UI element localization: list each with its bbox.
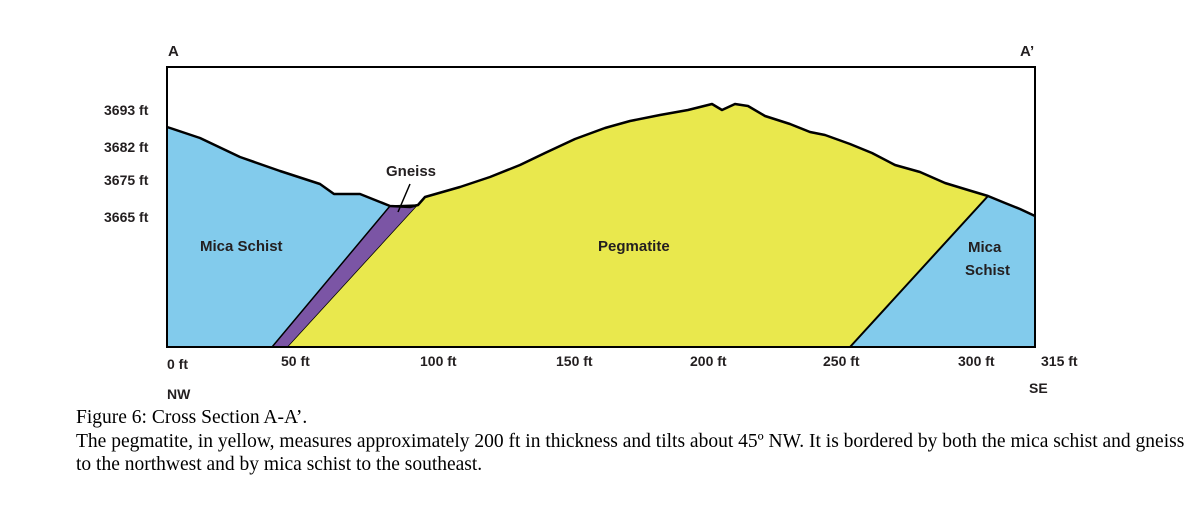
mica-schist-left-label: Mica Schist — [200, 238, 283, 255]
pegmatite-label: Pegmatite — [598, 238, 670, 255]
section-end-label: A’ — [1020, 43, 1034, 60]
distance-label: 50 ft — [281, 353, 310, 369]
mica-schist-right-body — [850, 196, 1035, 347]
gneiss-leader-line — [397, 183, 411, 213]
mica-schist-left-body — [167, 127, 418, 347]
mica-schist-right-label-line2: Schist — [965, 262, 1010, 279]
elevation-label: 3665 ft — [104, 209, 149, 225]
figure-caption-title: Figure 6: Cross Section A-A’. — [76, 407, 308, 428]
distance-label: 150 ft — [556, 353, 593, 369]
contact-pegmatite-schist — [849, 195, 989, 348]
direction-se-label: SE — [1029, 380, 1048, 396]
distance-label: 300 ft — [958, 353, 995, 369]
gneiss-label: Gneiss — [386, 163, 436, 180]
direction-nw-label: NW — [167, 386, 191, 402]
figure-caption-body: The pegmatite, in yellow, measures appro… — [76, 431, 1185, 475]
distance-label: 315 ft — [1041, 353, 1078, 369]
section-frame — [166, 66, 1036, 348]
mica-schist-right-label-line1: Mica — [968, 239, 1002, 256]
elevation-label: 3682 ft — [104, 139, 149, 155]
elevation-label: 3675 ft — [104, 172, 149, 188]
elevation-label: 3693 ft — [104, 102, 149, 118]
pegmatite-body — [288, 104, 988, 347]
distance-label: 200 ft — [690, 353, 727, 369]
topographic-surface — [166, 102, 1036, 218]
distance-label: 250 ft — [823, 353, 860, 369]
distance-label: 0 ft — [167, 356, 188, 372]
section-start-label: A — [168, 43, 179, 60]
distance-label: 100 ft — [420, 353, 457, 369]
